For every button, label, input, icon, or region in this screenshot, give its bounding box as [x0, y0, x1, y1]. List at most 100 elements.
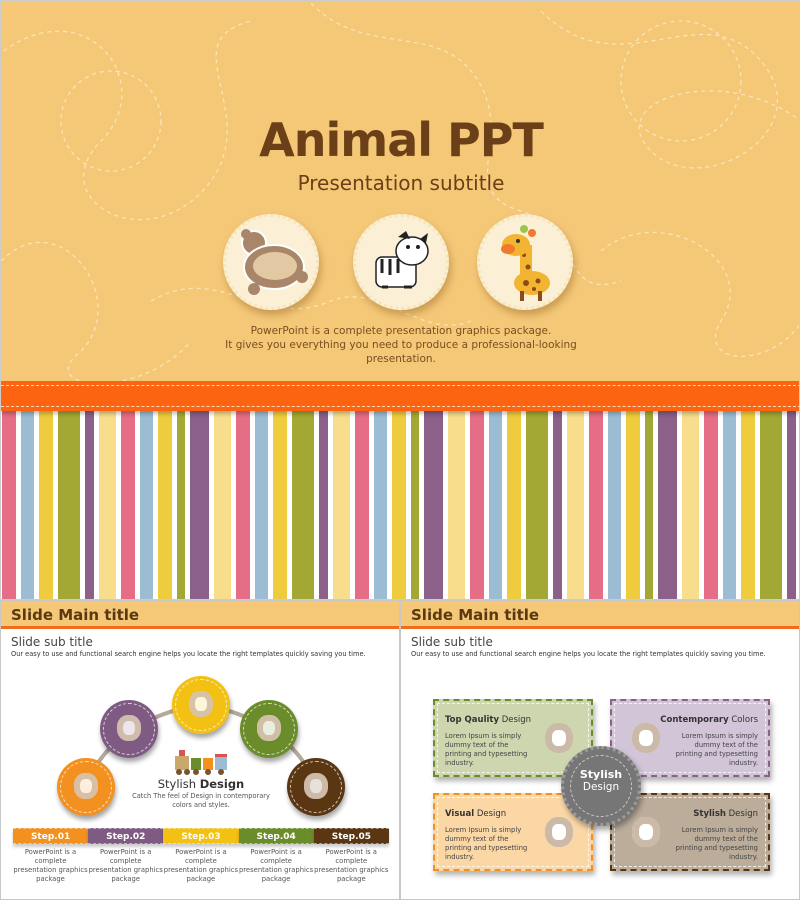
- stripe: [470, 411, 484, 599]
- stripe: [507, 411, 521, 599]
- stripe: [626, 411, 640, 599]
- stripe: [645, 411, 653, 599]
- stripe: [658, 411, 677, 599]
- stripe: [190, 411, 209, 599]
- feature-title-light: Design: [501, 715, 532, 725]
- feature-title-light: Colors: [731, 715, 758, 725]
- stripe: [214, 411, 231, 599]
- stripe: [760, 411, 782, 599]
- feature-title-light: Design: [728, 809, 758, 819]
- stripe: [158, 411, 172, 599]
- stripe: [255, 411, 268, 599]
- stripe: [553, 411, 562, 599]
- step-label: Step.04: [238, 828, 314, 844]
- stripe: [741, 411, 755, 599]
- step-circle: [172, 676, 230, 734]
- stripe: [526, 411, 548, 599]
- feature-text: Lorem Ipsum is simply dummy text of the …: [445, 826, 528, 861]
- stripe: [787, 411, 796, 599]
- slide-description: Our easy to use and functional search en…: [11, 650, 366, 658]
- slide-main-title: Slide Main title: [11, 606, 140, 624]
- stripe: [319, 411, 328, 599]
- feature-title-bold: Contemporary: [660, 715, 729, 725]
- slide-description: Our easy to use and functional search en…: [411, 650, 766, 658]
- stripe: [333, 411, 350, 599]
- feature-title: Visual Design: [445, 809, 506, 819]
- features-slide: Slide Main title Slide sub title Our eas…: [400, 600, 800, 900]
- step-circle: [287, 758, 345, 816]
- zebra-icon: [375, 231, 429, 289]
- stripe: [723, 411, 736, 599]
- feature-text: Lorem Ipsum is simply dummy text of the …: [675, 826, 758, 861]
- stripe: [140, 411, 153, 599]
- stripe: [704, 411, 718, 599]
- stripe: [448, 411, 465, 599]
- stripe: [682, 411, 699, 599]
- feature-title-bold: Visual: [445, 809, 475, 819]
- teddy-bear-badge: [223, 214, 319, 310]
- step-description: PowerPoint is a complete presentation gr…: [238, 848, 314, 883]
- stripe: [39, 411, 53, 599]
- center-text: Catch The feel of Design in contemporary…: [121, 792, 281, 810]
- stripe: [292, 411, 314, 599]
- description-line: PowerPoint is a complete presentation gr…: [250, 325, 552, 337]
- stripe: [411, 411, 419, 599]
- teddy-bear-icon: [545, 723, 573, 753]
- stripe: [236, 411, 250, 599]
- stripe: [392, 411, 406, 599]
- slide-sub-title: Slide sub title: [411, 635, 493, 649]
- slide-header: [1, 601, 399, 629]
- toy-train-icon: [175, 750, 227, 775]
- center-heading: Stylish Design: [121, 777, 281, 791]
- stripe: [355, 411, 369, 599]
- feature-title-bold: Stylish: [693, 809, 726, 819]
- heading-bold: Design: [199, 777, 245, 791]
- center-text-line: Catch The feel of Design in contemporary: [132, 792, 270, 800]
- step-circle: [57, 758, 115, 816]
- center-text-line: colors and styles.: [172, 801, 230, 809]
- cow-icon: [632, 817, 660, 847]
- feature-title: Contemporary Colors: [660, 715, 758, 725]
- giraffe-badge: [477, 214, 573, 310]
- feature-title: Stylish Design: [693, 809, 758, 819]
- presentation-description: PowerPoint is a complete presentation gr…: [201, 324, 601, 366]
- stripe: [121, 411, 135, 599]
- presentation-title: Animal PPT: [259, 113, 544, 167]
- feature-title-light: Design: [476, 809, 507, 819]
- step-description: PowerPoint is a complete presentation gr…: [88, 848, 163, 883]
- elephant-icon: [74, 773, 98, 799]
- step-label: Step.03: [163, 828, 239, 844]
- feature-text: Lorem Ipsum is simply dummy text of the …: [445, 732, 528, 767]
- stripe: [589, 411, 603, 599]
- stripe: [21, 411, 34, 599]
- presentation-subtitle: Presentation subtitle: [297, 171, 505, 195]
- slide-main-title: Slide Main title: [411, 606, 540, 624]
- stripe: [608, 411, 621, 599]
- stripe: [374, 411, 387, 599]
- step-description: PowerPoint is a complete presentation gr…: [13, 848, 88, 883]
- steps-slide: Slide Main title Slide sub title Our eas…: [0, 600, 400, 900]
- step-circle: [240, 700, 298, 758]
- step-description: PowerPoint is a complete presentation gr…: [314, 848, 389, 883]
- striped-pattern: [1, 411, 799, 599]
- title-slide: Animal PPT Presentation subtitle: [0, 0, 800, 600]
- feature-box: Stylish Design Lorem Ipsum is simply dumm…: [610, 793, 770, 871]
- stripe: [2, 411, 16, 599]
- hippo-icon: [257, 715, 281, 741]
- step-description: PowerPoint is a complete presentation gr…: [163, 848, 239, 883]
- teddy-bear-icon: [189, 691, 213, 717]
- feature-title-bold: Top Qaulity: [445, 715, 499, 725]
- step-label: Step.01: [13, 828, 89, 844]
- hippo-icon: [632, 723, 660, 753]
- stripe: [58, 411, 80, 599]
- slide-header: [401, 601, 799, 629]
- description-line: presentation.: [366, 353, 436, 365]
- step-circle: [100, 700, 158, 758]
- stripe: [85, 411, 94, 599]
- slide-sub-title: Slide sub title: [11, 635, 93, 649]
- stripe: [273, 411, 287, 599]
- toy-duck-icon: [117, 715, 141, 741]
- teddy-bear-icon: [241, 229, 308, 295]
- cow-icon: [304, 773, 328, 799]
- step-label: Step.02: [88, 828, 164, 844]
